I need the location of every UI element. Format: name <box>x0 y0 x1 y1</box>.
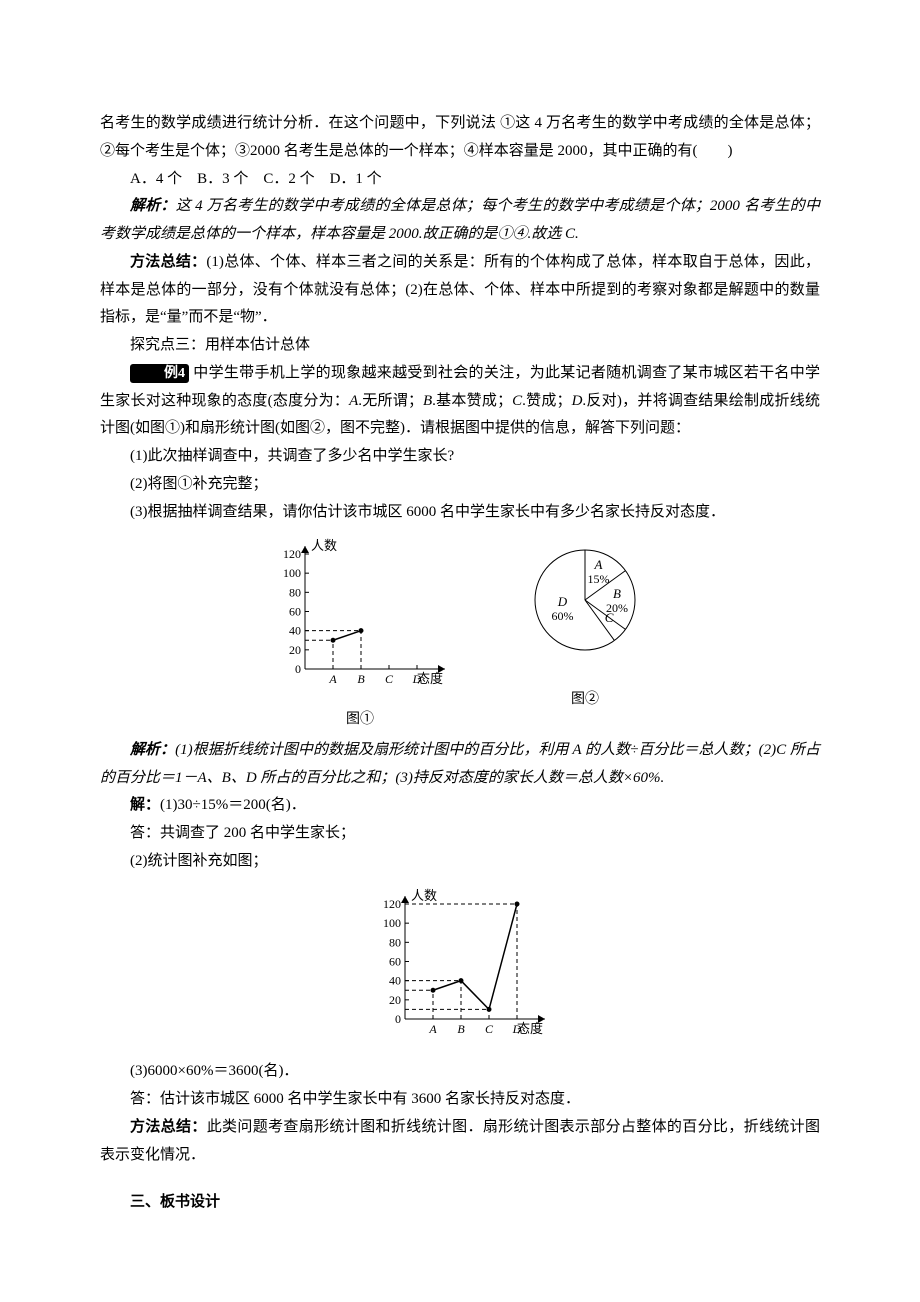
method-1-text: (1)总体、个体、样本三者之间的关系是：所有的个体构成了总体，样本取自于总体，因… <box>100 254 820 326</box>
analysis-1: 解析：这 4 万名考生的数学中考成绩的全体是总体；每个考生的数学中考成绩是个体；… <box>100 193 820 249</box>
opt-a-text: .无所谓； <box>358 393 423 409</box>
analysis-label: 解析： <box>130 198 176 214</box>
solution-3-answer: 答：估计该市城区 6000 名中学生家长中有 3600 名家长持反对态度． <box>100 1086 820 1114</box>
svg-text:100: 100 <box>383 916 401 930</box>
svg-text:C: C <box>485 1022 494 1036</box>
svg-text:15%: 15% <box>588 572 610 586</box>
svg-text:0: 0 <box>295 662 301 676</box>
svg-text:120: 120 <box>283 547 301 561</box>
svg-text:A: A <box>328 672 337 686</box>
explore-point: 探究点三：用样本估计总体 <box>100 332 820 360</box>
analysis-1-text: 这 4 万名考生的数学中考成绩的全体是总体；每个考生的数学中考成绩是个体；200… <box>100 198 820 242</box>
method-1: 方法总结：(1)总体、个体、样本三者之间的关系是：所有的个体构成了总体，样本取自… <box>100 249 820 332</box>
svg-text:B: B <box>457 1022 465 1036</box>
svg-text:C: C <box>385 672 394 686</box>
svg-text:态度: 态度 <box>517 1021 543 1036</box>
pie-chart: A15%B20%CD60% 图② <box>515 534 655 713</box>
line-chart-1-caption: 图① <box>265 707 455 733</box>
pie-chart-svg: A15%B20%CD60% <box>515 534 655 674</box>
figure-pair: 020406080100120人数ABCD态度 图① A15%B20%CD60%… <box>100 534 820 733</box>
svg-text:40: 40 <box>289 624 301 638</box>
question-1: (1)此次抽样调查中，共调查了多少名中学生家长? <box>100 443 820 471</box>
figure-single: 020406080100120人数ABCD态度 <box>100 884 820 1055</box>
example-tag: 例4 <box>130 364 189 384</box>
svg-text:人数: 人数 <box>311 538 337 553</box>
svg-text:20: 20 <box>389 992 401 1006</box>
stem-continued: 名考生的数学成绩进行统计分析．在这个问题中，下列说法 ①这 4 万名考生的数学中… <box>100 110 820 166</box>
svg-text:态度: 态度 <box>417 671 443 686</box>
question-3: (3)根据抽样调查结果，请你估计该市城区 6000 名中学生家长中有多少名家长持… <box>100 499 820 527</box>
analysis-2-label: 解析： <box>130 742 175 758</box>
method-label: 方法总结： <box>130 254 206 270</box>
opt-c: C <box>512 393 522 409</box>
svg-text:C: C <box>605 610 614 625</box>
svg-text:40: 40 <box>389 973 401 987</box>
svg-text:60: 60 <box>289 605 301 619</box>
solution-1-answer: 答：共调查了 200 名中学生家长； <box>100 820 820 848</box>
svg-text:A: A <box>594 557 603 572</box>
example-4: 例4中学生带手机上学的现象越来越受到社会的关注，为此某记者随机调查了某市城区若干… <box>100 360 820 443</box>
line-chart-2-svg: 020406080100120人数ABCD态度 <box>365 884 555 1044</box>
svg-text:B: B <box>357 672 365 686</box>
solution-2: (2)统计图补充如图； <box>100 848 820 876</box>
question-2: (2)将图①补充完整； <box>100 471 820 499</box>
svg-text:60%: 60% <box>551 609 573 623</box>
svg-text:20: 20 <box>289 643 301 657</box>
pie-chart-caption: 图② <box>515 687 655 713</box>
method-2: 方法总结：此类问题考查扇形统计图和折线统计图．扇形统计图表示部分占整体的百分比，… <box>100 1114 820 1170</box>
analysis-2-text: (1)根据折线统计图中的数据及扇形统计图中的百分比，利用 A 的人数÷百分比＝总… <box>100 742 820 786</box>
svg-text:B: B <box>613 586 621 601</box>
opt-b-text: .基本赞成； <box>432 393 512 409</box>
opt-c-text: .赞成； <box>522 393 571 409</box>
svg-text:80: 80 <box>389 935 401 949</box>
svg-text:100: 100 <box>283 566 301 580</box>
opt-b: B <box>423 393 432 409</box>
svg-text:0: 0 <box>395 1012 401 1026</box>
svg-text:D: D <box>557 594 568 609</box>
opt-a: A <box>349 393 358 409</box>
svg-text:120: 120 <box>383 897 401 911</box>
svg-text:A: A <box>428 1022 437 1036</box>
solution-block: 解：(1)30÷15%＝200(名)． <box>100 792 820 820</box>
svg-text:人数: 人数 <box>411 888 437 903</box>
board-design: 三、板书设计 <box>100 1189 820 1217</box>
solution-3: (3)6000×60%＝3600(名)． <box>100 1058 820 1086</box>
opt-d: D <box>572 393 583 409</box>
page: 名考生的数学成绩进行统计分析．在这个问题中，下列说法 ①这 4 万名考生的数学中… <box>0 0 920 1297</box>
analysis-2: 解析：(1)根据折线统计图中的数据及扇形统计图中的百分比，利用 A 的人数÷百分… <box>100 737 820 793</box>
method-2-label: 方法总结： <box>130 1119 207 1135</box>
svg-text:80: 80 <box>289 586 301 600</box>
solution-1: (1)30÷15%＝200(名)． <box>160 797 306 813</box>
line-chart-1-svg: 020406080100120人数ABCD态度 <box>265 534 455 694</box>
solution-label: 解： <box>130 797 160 813</box>
options-line: A．4 个 B．3 个 C．2 个 D．1 个 <box>100 166 820 194</box>
method-2-text: 此类问题考查扇形统计图和折线统计图．扇形统计图表示部分占整体的百分比，折线统计图… <box>100 1119 820 1163</box>
svg-text:60: 60 <box>389 954 401 968</box>
line-chart-1: 020406080100120人数ABCD态度 图① <box>265 534 455 733</box>
